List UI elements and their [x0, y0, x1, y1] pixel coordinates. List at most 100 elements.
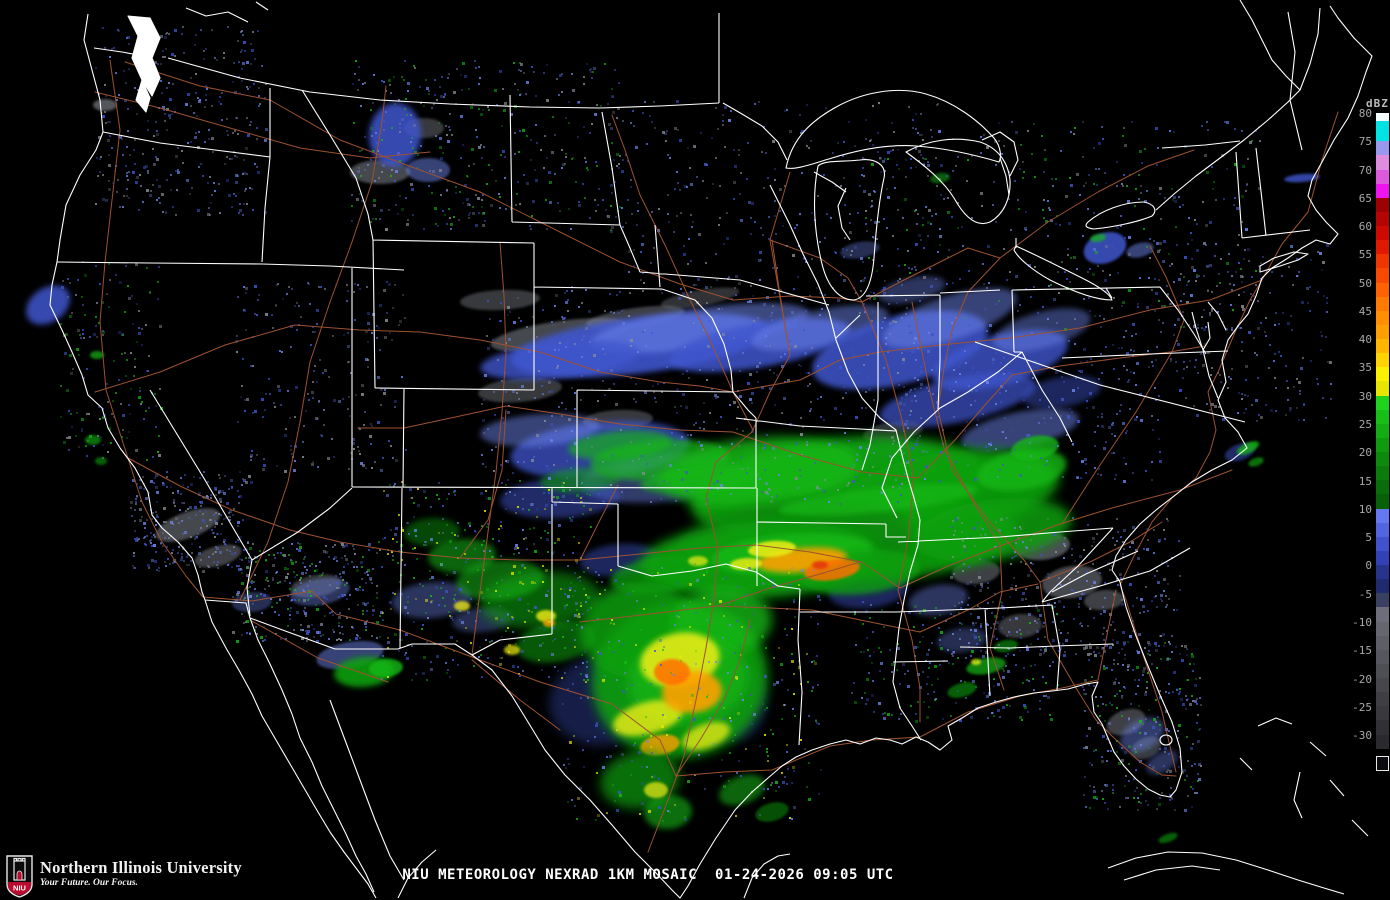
radar-speckle	[398, 99, 400, 101]
radar-speckle	[731, 298, 733, 300]
radar-speckle	[448, 611, 450, 613]
radar-speckle	[296, 611, 299, 614]
radar-echo-cell	[540, 467, 620, 493]
radar-speckle	[488, 109, 490, 111]
radar-speckle	[196, 536, 198, 538]
radar-speckle	[566, 290, 568, 292]
radar-speckle	[1102, 138, 1104, 140]
radar-speckle	[460, 115, 463, 118]
radar-speckle	[413, 502, 415, 504]
radar-speckle	[674, 624, 676, 626]
radar-speckle	[422, 624, 424, 626]
radar-speckle	[1101, 126, 1103, 128]
radar-speckle	[1203, 242, 1206, 245]
radar-speckle	[1139, 150, 1142, 153]
radar-speckle	[559, 74, 562, 77]
radar-speckle	[1219, 282, 1221, 284]
radar-speckle	[968, 597, 970, 599]
radar-speckle	[508, 589, 510, 591]
radar-speckle	[423, 105, 425, 107]
radar-speckle	[756, 371, 758, 373]
radar-speckle	[343, 334, 345, 336]
radar-speckle	[100, 156, 102, 158]
radar-speckle	[766, 751, 768, 753]
radar-speckle	[881, 265, 883, 267]
radar-speckle	[965, 697, 967, 699]
radar-speckle	[986, 623, 988, 625]
radar-speckle	[241, 68, 243, 70]
radar-speckle	[578, 201, 580, 203]
radar-speckle	[1159, 460, 1162, 463]
radar-speckle	[144, 536, 146, 538]
radar-speckle	[957, 690, 959, 692]
radar-echo-cell	[878, 276, 946, 304]
radar-speckle	[583, 335, 585, 337]
radar-speckle	[604, 675, 606, 677]
radar-speckle	[548, 489, 550, 491]
radar-speckle	[564, 607, 566, 609]
radar-speckle	[128, 171, 130, 173]
radar-speckle	[425, 599, 428, 602]
radar-speckle	[343, 566, 345, 568]
radar-speckle	[1109, 569, 1111, 571]
radar-speckle	[1123, 529, 1126, 532]
radar-speckle	[660, 664, 662, 666]
radar-echo-cell	[1158, 832, 1178, 844]
radar-speckle	[166, 535, 168, 537]
radar-speckle	[195, 92, 197, 94]
radar-speckle	[361, 149, 363, 151]
radar-speckle	[254, 163, 256, 165]
radar-speckle	[1121, 305, 1123, 307]
radar-speckle	[367, 574, 369, 576]
radar-echo-cell	[961, 408, 1079, 452]
radar-speckle	[262, 416, 264, 418]
radar-speckle	[625, 222, 627, 224]
radar-speckle	[357, 170, 360, 173]
radar-speckle	[434, 94, 436, 96]
radar-speckle	[373, 74, 375, 76]
radar-speckle	[700, 132, 702, 134]
radar-speckle	[1144, 200, 1147, 203]
radar-speckle	[905, 347, 907, 349]
radar-speckle	[917, 132, 919, 134]
radar-speckle	[1142, 670, 1145, 673]
radar-speckle	[287, 608, 289, 610]
radar-speckle	[549, 181, 552, 184]
radar-speckle	[698, 233, 701, 236]
radar-speckle	[193, 112, 195, 114]
radar-speckle	[509, 311, 511, 313]
radar-speckle	[865, 217, 867, 219]
radar-speckle	[435, 586, 438, 589]
radar-speckle	[453, 216, 455, 218]
radar-speckle	[848, 440, 850, 442]
radar-speckle	[248, 557, 250, 559]
radar-speckle	[607, 103, 609, 105]
radar-speckle	[172, 549, 174, 551]
radar-speckle	[971, 650, 974, 653]
radar-speckle	[1177, 737, 1179, 739]
radar-speckle	[447, 180, 449, 182]
radar-speckle	[991, 712, 993, 714]
radar-speckle	[1125, 797, 1127, 799]
radar-speckle	[142, 476, 144, 478]
radar-speckle	[1173, 334, 1175, 336]
radar-speckle	[113, 47, 115, 49]
radar-speckle	[940, 194, 942, 196]
radar-speckle	[449, 615, 451, 617]
radar-speckle	[528, 350, 531, 353]
radar-speckle	[154, 536, 156, 538]
radar-speckle	[550, 423, 553, 426]
radar-speckle	[352, 627, 354, 629]
radar-speckle	[666, 734, 668, 736]
radar-speckle	[483, 432, 485, 434]
radar-speckle	[190, 141, 192, 143]
radar-speckle	[884, 158, 886, 160]
radar-speckle	[1003, 670, 1005, 672]
radar-speckle	[1057, 684, 1059, 686]
radar-speckle	[317, 466, 319, 468]
radar-speckle	[600, 105, 602, 107]
radar-speckle	[1285, 414, 1287, 416]
radar-speckle	[589, 341, 591, 343]
radar-speckle	[135, 503, 137, 505]
radar-speckle	[1187, 760, 1189, 762]
